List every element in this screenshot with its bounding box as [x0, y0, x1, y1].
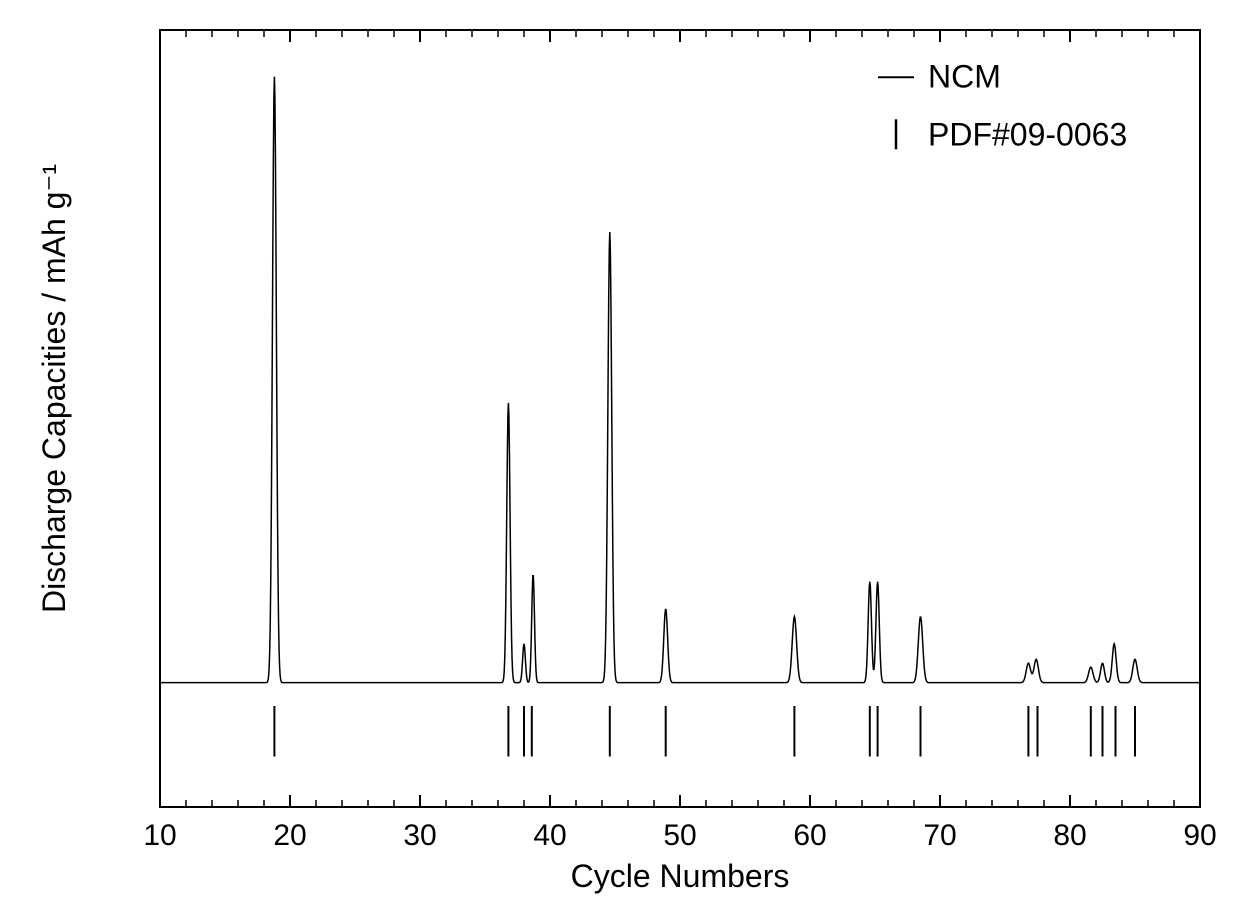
x-tick-label: 70 — [923, 819, 956, 852]
xrd-chart: 10 20 30 40 50 60 70 80 90 Cycle Numbers Discharge… — [0, 0, 1240, 917]
chart-svg: 10 20 30 40 50 60 70 80 90 Cycle Numbers Discharge… — [0, 0, 1240, 917]
legend-label: NCM — [928, 58, 1001, 94]
x-tick-label: 60 — [793, 819, 826, 852]
x-tick-label: 50 — [663, 819, 696, 852]
x-tick-label: 10 — [143, 819, 176, 852]
x-tick-label: 80 — [1053, 819, 1086, 852]
x-tick-label: 20 — [273, 819, 306, 852]
xrd-pattern-line — [160, 77, 1200, 683]
legend-label: PDF#09-0063 — [928, 116, 1127, 152]
y-axis-label: Discharge Capacities / mAh g⁻¹ — [36, 164, 72, 613]
x-tick-label: 40 — [533, 819, 566, 852]
x-tick-label: 30 — [403, 819, 436, 852]
x-axis-label: Cycle Numbers — [571, 858, 790, 894]
x-tick-label: 90 — [1183, 819, 1216, 852]
